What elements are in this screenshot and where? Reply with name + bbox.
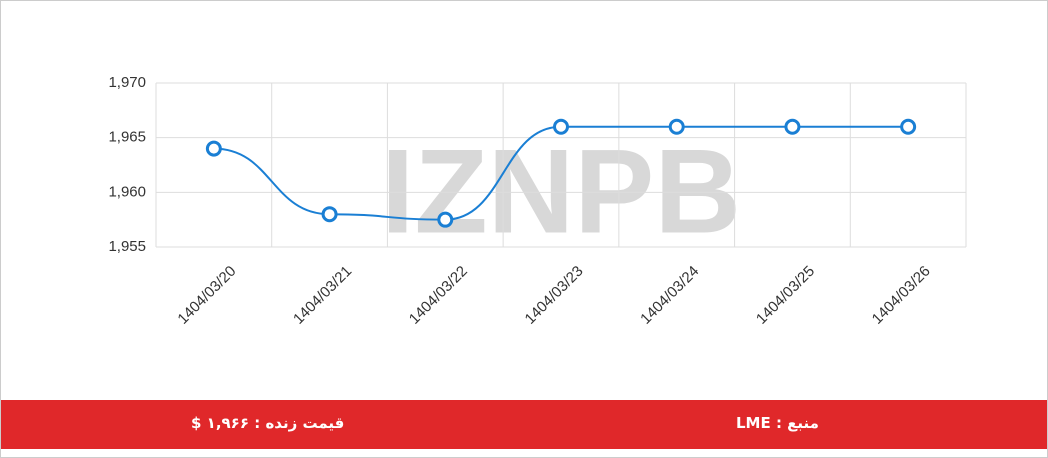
x-tick-label: 1404/03/21 [290,263,355,328]
point [205,140,222,157]
y-tick-label: 1,960 [108,183,146,200]
x-tick-label: 1404/03/20 [174,263,239,328]
source: منبع : LME [736,414,819,432]
y-tick-label: 1,970 [108,74,146,91]
y-tick-label: 1,965 [108,129,146,146]
x-tick-label: 1404/03/25 [753,263,818,328]
live-price: قیمت زنده : ۱,۹۶۶ $ [191,414,345,432]
point [668,118,685,135]
watermark: IZNPB [381,125,741,259]
point [784,118,801,135]
x-tick-label: 1404/03/24 [637,263,702,328]
x-tick-label: 1404/03/22 [406,263,471,328]
point [553,118,569,135]
footer-bar: قیمت زنده : ۱,۹۶۶ $ منبع : LME [1,400,1047,449]
x-tick-label: 1404/03/26 [869,263,934,328]
y-tick-label: 1,955 [108,238,146,255]
point [321,206,338,223]
point [437,211,454,228]
x-tick-label: 1404/03/23 [522,263,587,328]
chart: IZNPB 1,955 1,960 1,965 1,970 1404/03/20 1404… [108,74,967,328]
point [900,118,917,135]
